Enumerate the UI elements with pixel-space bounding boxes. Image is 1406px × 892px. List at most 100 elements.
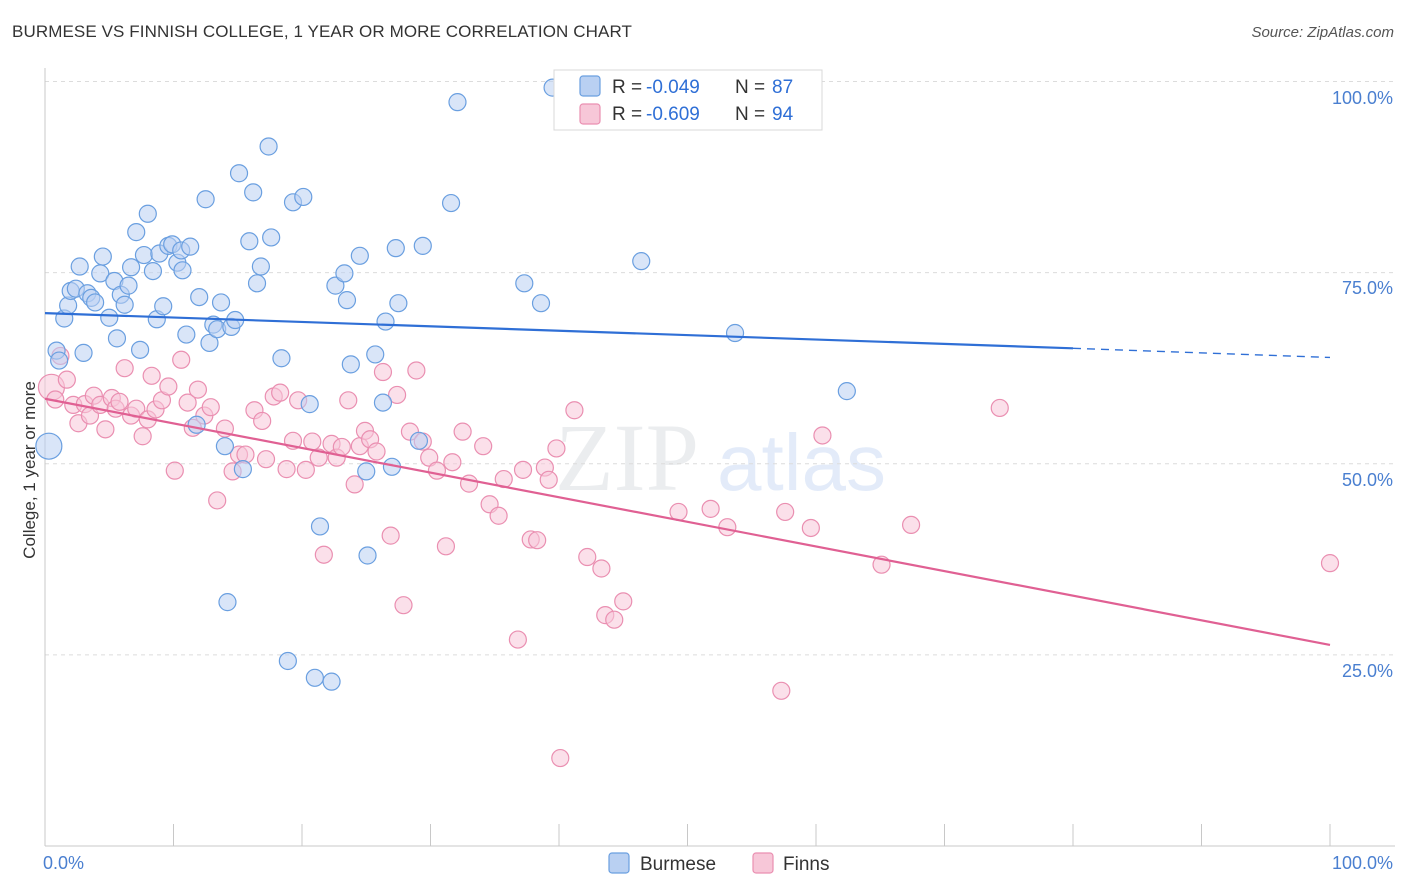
point-finns [551,748,570,768]
point-burmese [74,343,93,362]
point-burmese [93,247,112,266]
point-finns [578,547,597,567]
point-finns [528,531,547,550]
stats-r-value-burmese: -0.049 [646,77,700,98]
watermark: ZIP atlas [555,404,886,511]
point-finns [605,610,624,629]
stats-n-label-burmese: N = [735,77,770,98]
point-finns [474,437,493,456]
point-finns [489,506,508,525]
point-finns [701,499,720,518]
point-burmese [322,672,341,691]
point-burmese [218,593,237,612]
point-finns [669,502,688,522]
trend-line-finns [44,397,1331,647]
y-tick-label: 100.0% [1332,88,1393,108]
point-burmese [310,517,330,536]
point-finns [381,526,400,545]
point-finns [332,437,351,457]
point-finns [309,448,328,467]
point-burmese [134,245,154,265]
legend-label-finns: Finns [783,854,829,875]
point-finns [813,426,832,445]
point-finns [387,385,407,405]
point-burmese [115,295,134,314]
y-tick-label: 50.0% [1342,470,1393,490]
point-finns [459,474,479,493]
series-burmese [35,78,856,691]
point-finns [443,453,462,472]
trend-lines [44,312,1331,647]
point-burmese [50,351,69,370]
point-burmese [196,190,215,209]
point-finns [339,391,358,410]
point-burmese [278,651,297,671]
point-finns [57,370,76,389]
point-burmese [100,308,119,327]
point-burmese [127,223,146,242]
stats-r-label-finns: R = [612,104,647,125]
point-burmese [373,393,393,412]
point-burmese [121,258,141,277]
point-finns [96,420,115,439]
stats-r-value-finns: -0.609 [646,104,700,125]
stats-swatch-burmese [579,75,601,97]
stats-r-label-burmese: R = [612,77,647,98]
chart-title: BURMESE VS FINNISH COLLEGE, 1 YEAR OR MO… [12,22,633,41]
point-finns [256,450,276,469]
point-finns [133,427,152,446]
point-finns [614,592,633,611]
point-finns [178,393,197,412]
point-burmese [240,232,259,251]
point-burmese [70,257,89,276]
point-burmese [143,261,163,281]
stats-n-value-burmese: 87 [772,77,793,98]
point-finns [901,515,921,535]
point-finns [115,359,134,378]
series-finns [37,346,1340,768]
point-burmese [337,291,357,310]
point-finns [165,461,184,480]
point-finns [110,392,129,411]
point-burmese [515,274,534,293]
trend-line-extension-burmese [1072,347,1331,359]
point-burmese [272,349,291,368]
point-finns [539,470,558,489]
series-legend: Burmese Finns [608,852,829,875]
stats-legend: R = -0.049 N = 87 R = -0.609 N = 94 [553,69,823,131]
point-burmese [448,93,467,112]
legend-swatch-burmese [608,852,630,874]
point-finns [277,460,296,479]
point-burmese [357,462,376,481]
point-finns [772,681,791,700]
point-finns [345,475,364,494]
point-burmese [229,164,249,183]
point-burmese [837,382,856,401]
point-burmese [341,355,360,374]
point-finns [271,383,290,402]
point-burmese [305,668,324,687]
trend-line-burmese [44,312,1074,350]
point-finns [990,398,1009,418]
point-burmese [358,546,377,565]
point-finns [801,518,820,538]
stats-n-label-finns: N = [735,104,770,125]
point-burmese [366,345,385,364]
point-finns [188,380,208,399]
point-burmese [409,431,429,450]
point-finns [394,596,413,615]
point-finns [253,411,272,431]
point-burmese [190,287,209,307]
point-finns [142,366,161,385]
point-burmese [335,264,354,283]
y-tick-label: 25.0% [1342,661,1393,681]
point-burmese [259,137,278,156]
point-finns [208,491,227,510]
point-burmese [86,293,105,312]
point-burmese [251,257,270,276]
stats-swatch-finns [579,103,601,125]
point-burmese [244,183,263,202]
point-burmese [177,325,196,344]
point-finns [436,537,456,556]
